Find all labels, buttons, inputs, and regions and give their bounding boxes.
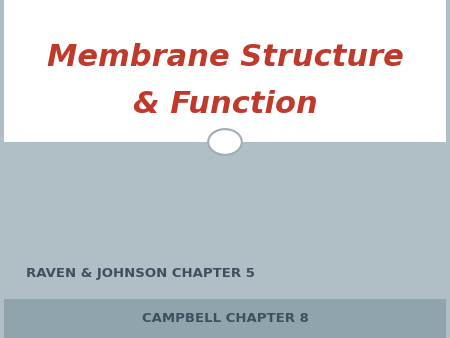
- Text: & Function: & Function: [133, 90, 317, 119]
- Bar: [4, 0, 446, 142]
- Bar: [4, 299, 446, 338]
- Text: Membrane Structure: Membrane Structure: [47, 43, 403, 72]
- Text: RAVEN & JOHNSON CHAPTER 5: RAVEN & JOHNSON CHAPTER 5: [26, 267, 255, 280]
- Text: CAMPBELL CHAPTER 8: CAMPBELL CHAPTER 8: [142, 312, 308, 325]
- Circle shape: [208, 129, 242, 155]
